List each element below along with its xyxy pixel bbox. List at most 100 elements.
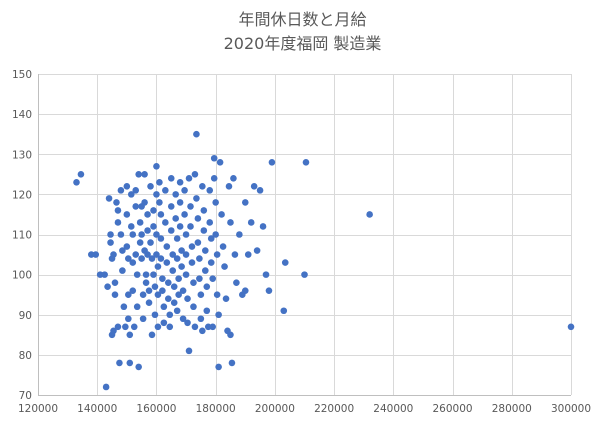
data-point (125, 315, 132, 323)
data-point (153, 162, 160, 170)
data-point (182, 251, 190, 258)
y-tick-label: 120 (12, 189, 32, 201)
data-point (117, 231, 125, 238)
data-point (185, 175, 193, 182)
data-point (111, 291, 119, 298)
data-point (92, 251, 100, 258)
data-point (157, 255, 165, 262)
data-point (179, 315, 187, 323)
x-tick-label: 240000 (373, 403, 413, 415)
data-point (213, 251, 221, 258)
data-point (169, 267, 177, 274)
data-point (218, 211, 225, 218)
data-point (233, 279, 240, 286)
data-point (114, 219, 122, 226)
data-point (150, 207, 157, 214)
data-point (122, 323, 129, 331)
data-point (139, 315, 147, 323)
data-point (170, 283, 178, 290)
data-point (182, 271, 190, 278)
data-point (227, 219, 234, 226)
data-point (244, 251, 252, 258)
data-point (206, 187, 214, 194)
data-point (162, 219, 169, 226)
x-tick-label: 140000 (77, 403, 117, 415)
data-point (133, 271, 141, 278)
data-point (176, 199, 184, 206)
data-point (145, 287, 153, 294)
data-point (194, 239, 202, 246)
data-point (191, 323, 199, 331)
data-point (127, 191, 135, 198)
data-point (144, 211, 151, 218)
chart-title: 年間休日数と月給 2020年度福岡 製造業 (0, 8, 605, 56)
y-tick-label: 90 (19, 310, 32, 322)
data-point (126, 359, 134, 367)
data-point (153, 231, 160, 238)
data-point (175, 291, 182, 298)
data-point (281, 259, 289, 266)
data-point (256, 187, 264, 194)
data-point (567, 323, 575, 331)
data-point (173, 235, 181, 242)
data-point (188, 259, 196, 266)
data-point (207, 259, 215, 266)
y-tick-label: 140 (12, 109, 32, 121)
data-point (185, 347, 193, 355)
data-point (262, 271, 270, 278)
data-point (280, 307, 288, 315)
data-point (187, 203, 194, 210)
y-tick-label: 100 (12, 270, 32, 282)
data-point (159, 287, 166, 294)
data-point (190, 279, 197, 286)
data-point (156, 179, 163, 186)
data-point (107, 239, 114, 246)
data-point (167, 175, 175, 182)
data-point (111, 279, 119, 286)
data-point (139, 291, 147, 298)
data-point (166, 323, 174, 331)
data-point (123, 211, 131, 218)
data-point (169, 251, 177, 258)
data-point (141, 171, 148, 178)
data-point (104, 283, 111, 290)
data-point (216, 158, 224, 166)
data-point (175, 275, 182, 282)
data-point (213, 291, 221, 298)
data-point (119, 247, 126, 254)
data-point (219, 243, 227, 250)
chart-title-line-1: 年間休日数と月給 (238, 10, 367, 29)
data-point (231, 251, 239, 258)
data-point (227, 331, 234, 339)
data-point (164, 279, 172, 286)
x-tick-label: 220000 (314, 403, 354, 415)
data-point (173, 255, 181, 262)
data-point (120, 303, 128, 311)
data-point (127, 223, 135, 230)
data-point (162, 187, 169, 194)
data-point (136, 239, 144, 246)
data-point (222, 295, 230, 303)
data-point (105, 195, 113, 202)
data-point (265, 287, 273, 294)
data-point (193, 195, 200, 202)
data-point (154, 263, 162, 270)
data-point (203, 283, 211, 290)
data-point (209, 275, 217, 282)
data-point (212, 231, 219, 238)
data-point (206, 219, 214, 226)
data-point (166, 311, 174, 319)
data-point (153, 251, 160, 258)
data-point (132, 203, 140, 210)
data-point (132, 187, 140, 194)
data-point (215, 363, 222, 371)
x-tick-label: 300000 (551, 403, 591, 415)
data-point (157, 235, 165, 242)
data-point (199, 183, 206, 190)
data-point (160, 319, 168, 327)
data-point (196, 255, 203, 262)
data-points (73, 130, 575, 391)
data-point (200, 227, 208, 234)
data-point (197, 291, 205, 298)
